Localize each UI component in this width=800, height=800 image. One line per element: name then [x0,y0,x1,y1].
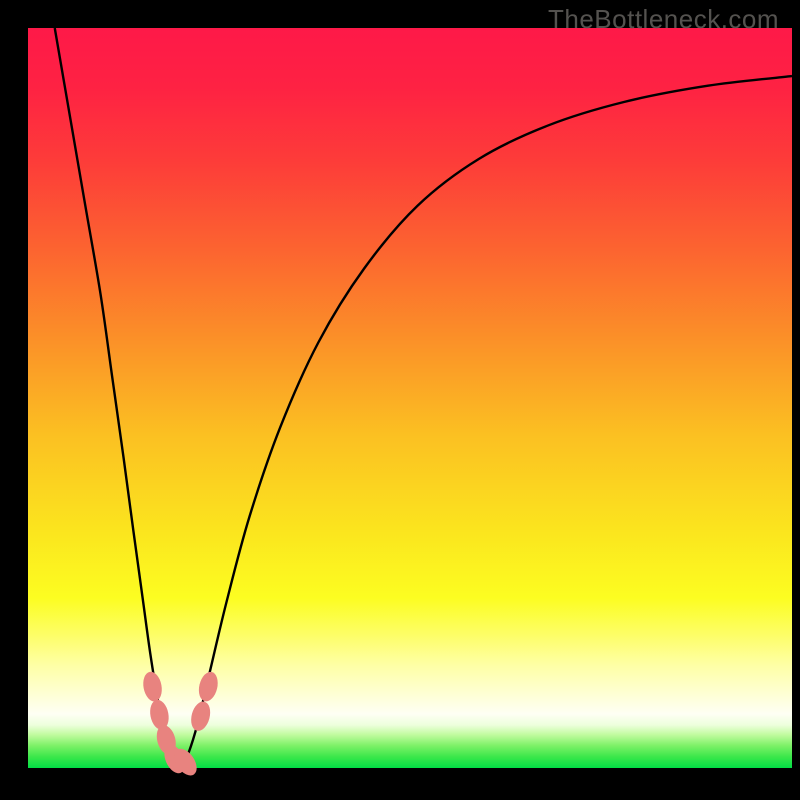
curve-layer [28,28,792,768]
marker-left-1 [148,698,171,731]
marker-right-1 [196,670,220,703]
chart-frame: TheBottleneck.com [0,0,800,800]
marker-right-0 [188,699,213,733]
bottleneck-plot [28,28,792,768]
curve-left [55,28,181,768]
marker-left-0 [141,670,164,703]
curve-right [181,76,792,768]
watermark-text: TheBottleneck.com [548,4,779,35]
